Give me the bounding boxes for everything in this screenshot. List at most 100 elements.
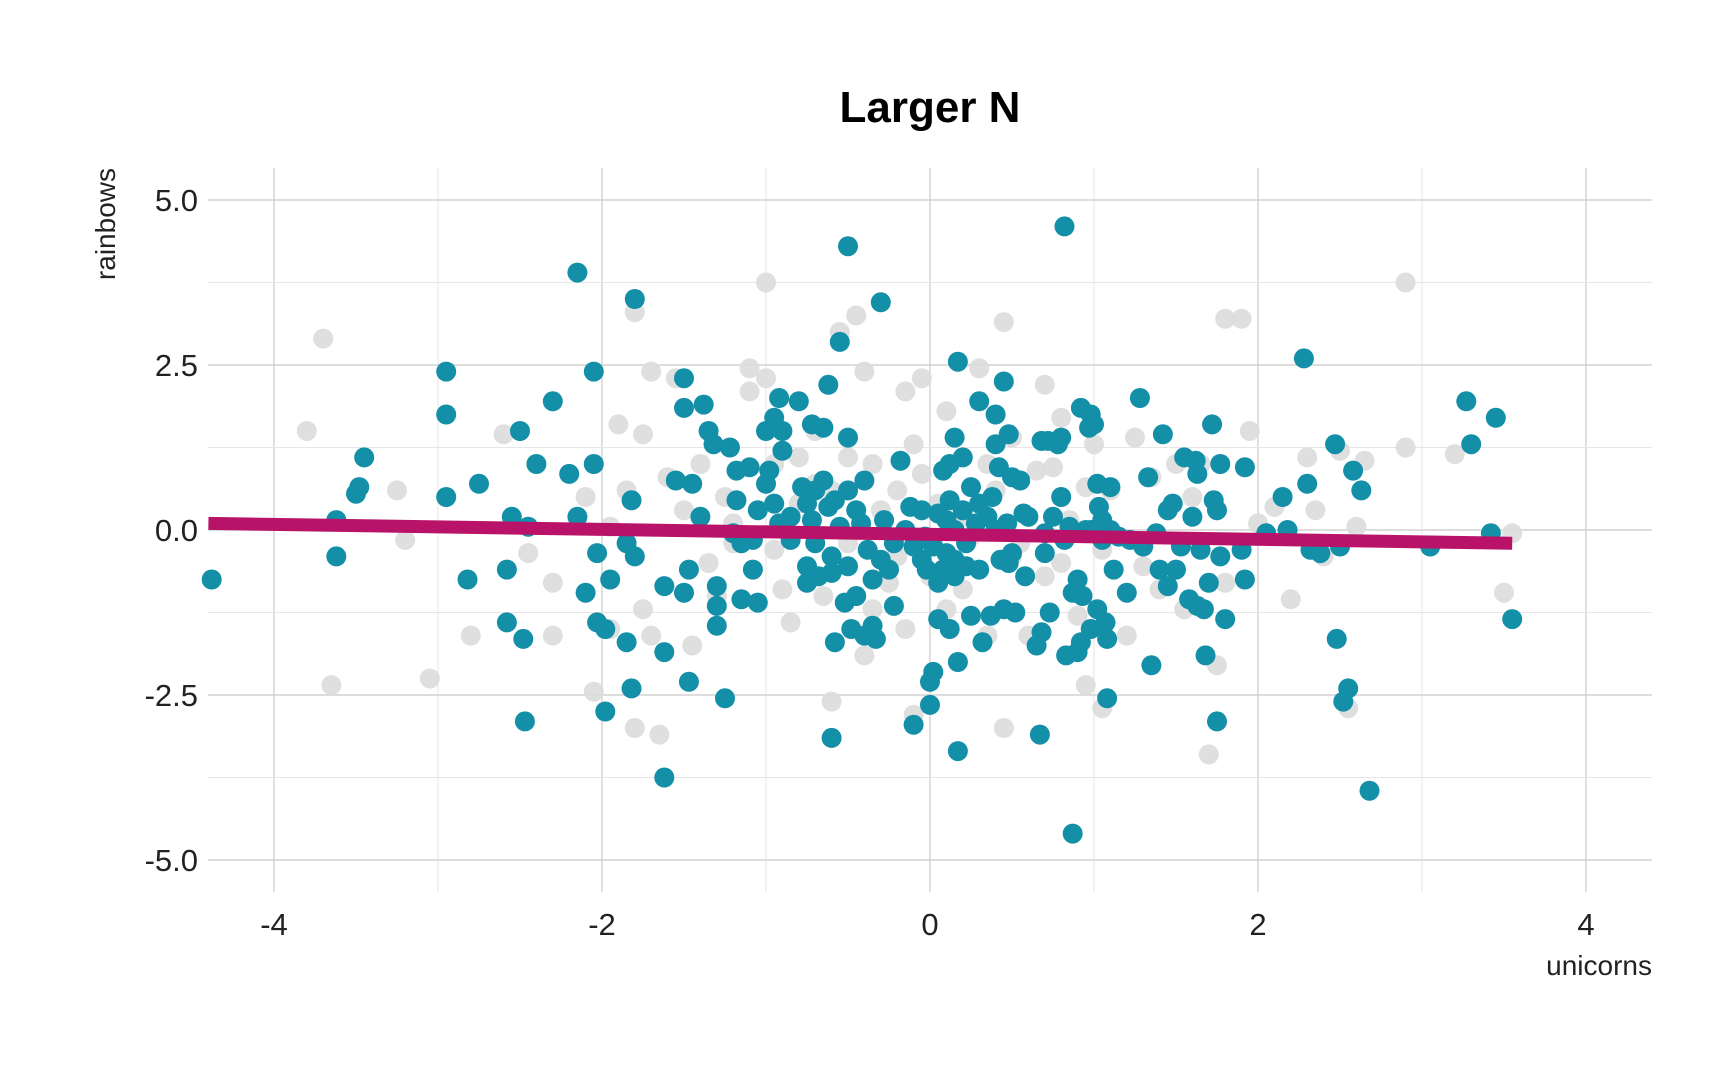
data-point [719, 437, 740, 458]
data-point [1234, 569, 1255, 590]
data-point [1149, 559, 1170, 580]
data-point [1072, 586, 1093, 606]
data-point [1502, 609, 1523, 630]
data-point [1157, 576, 1178, 597]
background-point [542, 625, 563, 646]
x-axis-title: unicorns [1546, 950, 1652, 981]
data-point [1195, 645, 1216, 666]
data-point [997, 513, 1018, 534]
background-point [895, 381, 916, 402]
background-point [1051, 407, 1072, 428]
background-point [1346, 516, 1367, 537]
background-point [813, 586, 834, 606]
background-point [1305, 500, 1326, 521]
data-point [1182, 506, 1203, 527]
data-point [939, 619, 960, 639]
background-point [460, 625, 481, 646]
data-point [1100, 477, 1121, 498]
background-point [633, 424, 653, 445]
data-point [567, 506, 588, 527]
data-point [1039, 602, 1060, 623]
data-point [665, 470, 686, 491]
data-point [1116, 582, 1137, 603]
background-point [1239, 421, 1260, 441]
background-point [1231, 308, 1252, 329]
background-point [772, 579, 793, 600]
data-point [624, 289, 645, 309]
data-point [1198, 572, 1219, 593]
data-point [354, 447, 375, 468]
fit-line [208, 516, 1513, 550]
background-point [936, 401, 957, 422]
data-point [1297, 473, 1318, 494]
background-point [911, 463, 932, 484]
background-point [518, 543, 539, 564]
data-point [703, 434, 724, 455]
data-point [1456, 391, 1477, 412]
data-point [879, 559, 899, 580]
background-point [788, 447, 809, 468]
data-point [1067, 569, 1088, 590]
data-point [436, 361, 457, 382]
data-point [742, 559, 763, 580]
data-point [567, 262, 588, 283]
data-point [1461, 434, 1482, 455]
x-tick-label: -4 [260, 907, 288, 942]
data-point [947, 741, 968, 762]
data-point [1095, 612, 1116, 633]
data-point [772, 421, 793, 441]
data-point [1018, 506, 1039, 527]
data-point [998, 424, 1019, 445]
data-point [1293, 348, 1314, 369]
data-point [1054, 216, 1075, 237]
background-point [1198, 744, 1219, 765]
data-point [747, 500, 768, 521]
data-point [1029, 724, 1050, 745]
background-point [1034, 374, 1055, 395]
data-point [813, 470, 834, 491]
background-point [690, 454, 711, 474]
y-tick-label: 2.5 [155, 348, 198, 383]
background-point [993, 312, 1014, 333]
data-point [821, 546, 842, 567]
background-point [575, 487, 596, 507]
data-point [678, 671, 699, 692]
y-tick-label: 0.0 [155, 513, 198, 548]
data-point [621, 490, 642, 511]
data-point [682, 473, 703, 494]
data-point [1097, 628, 1118, 649]
data-point [972, 632, 993, 653]
x-tick-label: 4 [1577, 907, 1594, 942]
data-point [674, 368, 694, 389]
chart-title: Larger N [840, 83, 1021, 132]
data-point [583, 454, 604, 474]
background-point [780, 612, 801, 633]
data-point [854, 470, 875, 491]
y-axis-title: rainbows [90, 168, 121, 280]
background-point [624, 718, 645, 738]
background-point [296, 421, 317, 441]
data-point [595, 701, 616, 722]
data-point [1202, 414, 1223, 435]
data-point [1215, 609, 1236, 630]
background-point [756, 272, 776, 293]
data-point [890, 450, 911, 471]
background-point [641, 625, 662, 646]
data-point [1207, 500, 1227, 521]
background-point [846, 305, 867, 326]
data-point [993, 371, 1014, 392]
data-point [874, 510, 895, 531]
data-point [559, 463, 580, 484]
data-point [457, 569, 478, 590]
data-point [870, 292, 891, 313]
background-point [1043, 457, 1063, 478]
background-point [1034, 566, 1055, 587]
background-point [674, 500, 694, 521]
data-point [690, 506, 711, 527]
data-point [496, 612, 517, 633]
data-point [759, 460, 780, 481]
data-point [1034, 543, 1055, 564]
data-point [1210, 454, 1231, 474]
data-point [1325, 434, 1346, 455]
